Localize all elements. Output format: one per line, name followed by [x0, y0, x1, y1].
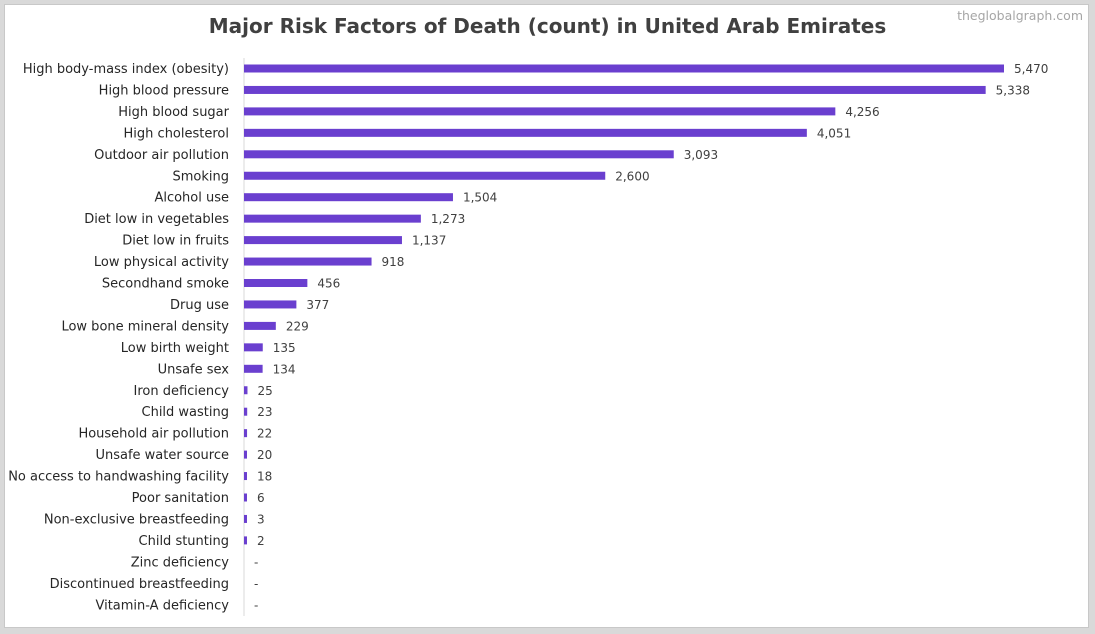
bar: [244, 536, 247, 545]
category-label: Poor sanitation: [132, 491, 229, 506]
value-label: 1,273: [431, 212, 465, 226]
value-label: 3: [257, 512, 265, 526]
category-label: Non-exclusive breastfeeding: [44, 512, 229, 527]
value-label: -: [254, 577, 258, 591]
bar: [244, 257, 372, 266]
category-label: Low birth weight: [121, 341, 229, 356]
bar: [244, 343, 263, 352]
value-label: 5,470: [1014, 62, 1048, 76]
value-label: 4,051: [817, 126, 851, 140]
category-label: High body-mass index (obesity): [23, 62, 229, 77]
category-label: Smoking: [172, 169, 229, 184]
bar: [244, 85, 986, 94]
value-label: 6: [257, 491, 265, 505]
bar: [244, 107, 836, 116]
bar: [244, 128, 807, 137]
bar: [244, 321, 276, 330]
bar: [244, 171, 606, 180]
value-label: 456: [317, 277, 340, 291]
category-label: Unsafe sex: [158, 362, 230, 377]
value-label: 5,338: [996, 83, 1030, 97]
category-label: High blood sugar: [118, 105, 229, 120]
value-label: 1,504: [463, 191, 497, 205]
category-label: Household air pollution: [78, 427, 229, 442]
bar: [244, 236, 402, 245]
value-label: 135: [273, 341, 296, 355]
value-label: -: [254, 598, 258, 612]
category-label: Child wasting: [142, 405, 230, 420]
category-label: Unsafe water source: [95, 448, 229, 463]
bar: [244, 150, 674, 159]
bar: [244, 429, 248, 438]
bar: [244, 514, 247, 523]
category-label: Low bone mineral density: [61, 319, 229, 334]
category-label: Low physical activity: [94, 255, 229, 270]
bar: [244, 193, 453, 202]
value-label: 2: [257, 534, 265, 548]
bar: [244, 279, 308, 287]
value-label: 229: [286, 319, 309, 333]
bar: [244, 407, 248, 416]
bar: [244, 493, 247, 502]
value-label: 1,137: [412, 234, 446, 248]
bar: [244, 386, 248, 395]
category-label: Iron deficiency: [134, 384, 230, 399]
category-label: Discontinued breastfeeding: [50, 577, 229, 592]
category-label: Zinc deficiency: [131, 555, 230, 570]
category-label: Alcohol use: [154, 191, 229, 206]
bar: [244, 300, 297, 309]
category-label: Outdoor air pollution: [94, 148, 229, 163]
bar: [244, 214, 421, 223]
category-label: Secondhand smoke: [102, 277, 229, 292]
value-label: -: [254, 555, 258, 569]
category-label: High cholesterol: [124, 126, 229, 141]
watermark: theglobalgraph.com: [957, 8, 1083, 23]
value-label: 3,093: [684, 148, 718, 162]
category-label: High blood pressure: [99, 83, 229, 98]
value-label: 18: [257, 470, 272, 484]
category-label: Vitamin-A deficiency: [95, 598, 229, 613]
value-label: 20: [257, 448, 272, 462]
value-label: 2,600: [615, 169, 649, 183]
bar: [244, 364, 263, 373]
bar: [244, 450, 247, 459]
value-label: 918: [382, 255, 405, 269]
category-label: Drug use: [170, 298, 229, 313]
category-label: Diet low in vegetables: [84, 212, 229, 227]
value-label: 377: [306, 298, 329, 312]
value-label: 25: [257, 384, 272, 398]
chart-title: Major Risk Factors of Death (count) in U…: [208, 14, 887, 38]
value-label: 4,256: [845, 105, 879, 119]
bar: [244, 472, 247, 481]
value-label: 23: [257, 405, 272, 419]
category-label: No access to handwashing facility: [8, 470, 229, 485]
value-label: 22: [257, 427, 272, 441]
category-label: Diet low in fruits: [122, 234, 229, 249]
value-label: 134: [273, 362, 296, 376]
bar: [244, 64, 1004, 73]
category-label: Child stunting: [139, 534, 229, 549]
